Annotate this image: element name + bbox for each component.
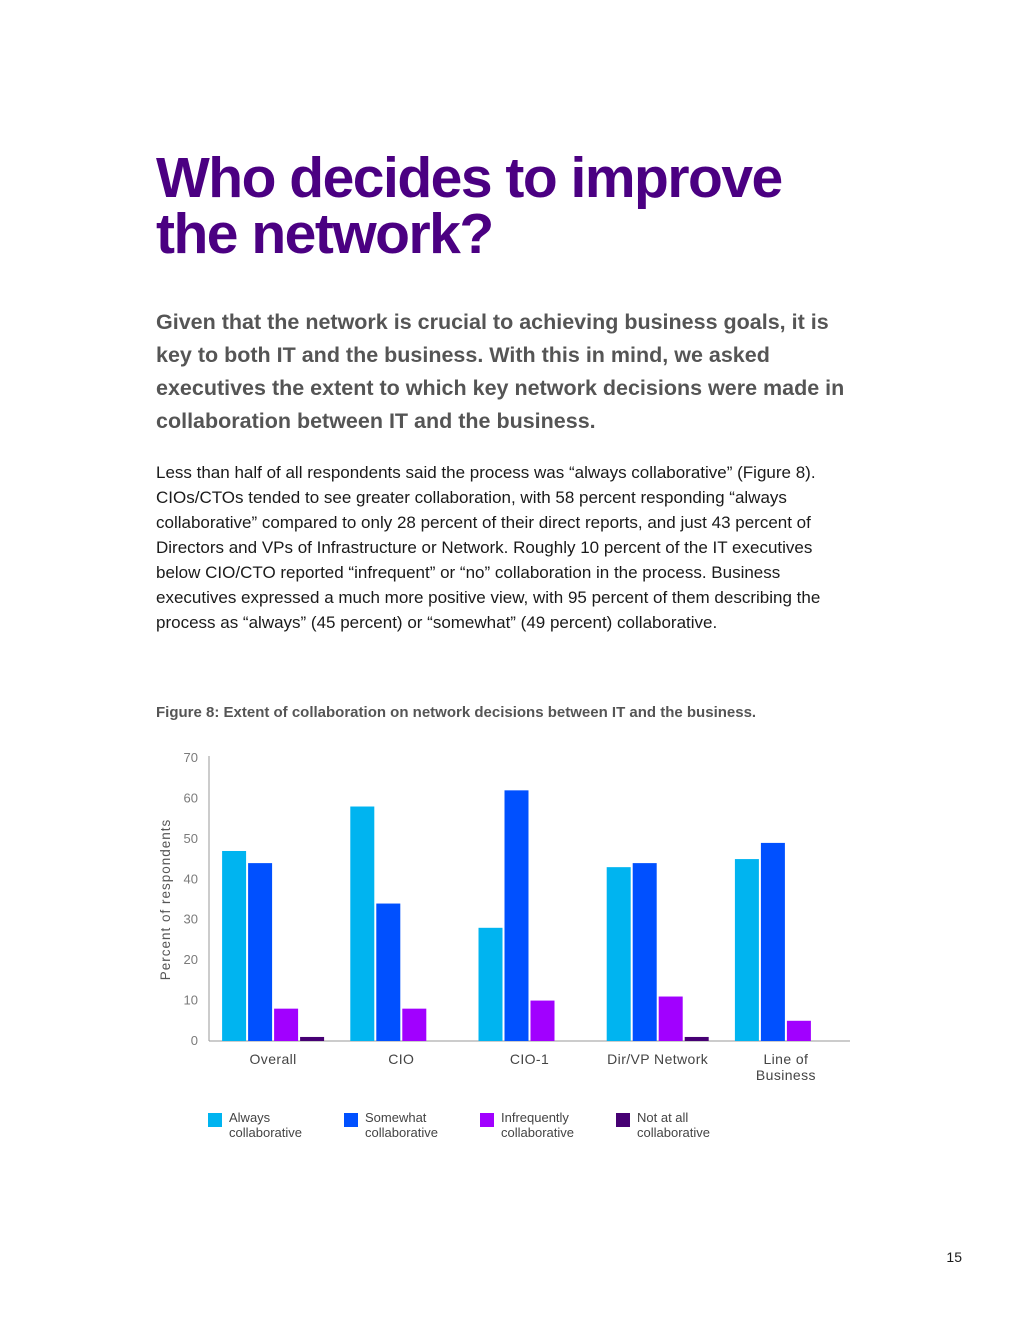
x-tick-label: CIO xyxy=(388,1051,414,1067)
body-paragraph: Less than half of all respondents said t… xyxy=(156,463,821,632)
page-title: Who decides to improve the network? xyxy=(156,146,783,266)
legend-swatch xyxy=(208,1113,222,1127)
bar-infrequently-collaborative xyxy=(786,1020,811,1041)
legend-label: Not at all collaborative xyxy=(637,1110,710,1140)
x-tick-label: CIO-1 xyxy=(510,1051,549,1067)
bar-infrequently-collaborative xyxy=(530,1000,555,1041)
bar-always-collaborative xyxy=(478,927,503,1041)
y-tick-label: 40 xyxy=(184,871,198,886)
bar-infrequently-collaborative xyxy=(402,1008,427,1041)
bar-somewhat-collaborative xyxy=(248,863,273,1041)
y-tick-label: 10 xyxy=(184,993,198,1008)
x-tick-label: Dir/VP Network xyxy=(607,1051,709,1067)
bar-somewhat-collaborative xyxy=(632,863,657,1041)
y-tick-label: 50 xyxy=(184,831,198,846)
legend-label: Infrequently collaborative xyxy=(501,1110,574,1140)
y-tick-label: 30 xyxy=(184,912,198,927)
figure-caption: Figure 8: Extent of collaboration on net… xyxy=(156,704,757,721)
bar-chart: 0 10 20 30 40 50 60 70 Percent of respondents Ove… xyxy=(158,750,850,1083)
legend-item: Not at all collaborative xyxy=(616,1110,737,1140)
legend-item: Always collaborative xyxy=(208,1110,329,1140)
y-tick-label: 60 xyxy=(184,790,198,805)
bar-always-collaborative xyxy=(222,850,247,1041)
legend-item: Somewhat collaborative xyxy=(344,1110,465,1140)
x-tick-label: Business xyxy=(756,1067,816,1083)
bar-somewhat-collaborative xyxy=(376,903,401,1041)
legend-swatch xyxy=(480,1113,494,1127)
bar-somewhat-collaborative xyxy=(504,790,529,1041)
y-tick-label: 20 xyxy=(184,952,198,967)
bar-infrequently-collaborative xyxy=(658,996,683,1041)
legend-label: Somewhat collaborative xyxy=(365,1110,438,1140)
legend-item: Infrequently collaborative xyxy=(480,1110,601,1140)
bar-always-collaborative xyxy=(734,859,759,1041)
lead-paragraph: Given that the network is crucial to ach… xyxy=(156,310,845,433)
legend-swatch xyxy=(616,1113,630,1127)
bar-always-collaborative xyxy=(350,806,375,1041)
chart-legend: Always collaborative Somewhat collaborative… xyxy=(208,1110,768,1146)
bar-infrequently-collaborative xyxy=(274,1008,299,1041)
bar-always-collaborative xyxy=(606,867,631,1041)
y-tick-label: 0 xyxy=(191,1033,198,1048)
y-axis-title: Percent of respondents xyxy=(158,819,173,981)
legend-swatch xyxy=(344,1113,358,1127)
page-number: 15 xyxy=(946,1249,962,1265)
x-tick-label: Overall xyxy=(250,1051,297,1067)
legend-label: Always collaborative xyxy=(229,1110,302,1140)
bar-not-at-all-collaborative xyxy=(684,1036,709,1041)
x-tick-label: Line of xyxy=(763,1051,808,1067)
bar-not-at-all-collaborative xyxy=(300,1036,325,1041)
bar-somewhat-collaborative xyxy=(760,842,785,1041)
y-tick-label: 70 xyxy=(184,750,198,765)
